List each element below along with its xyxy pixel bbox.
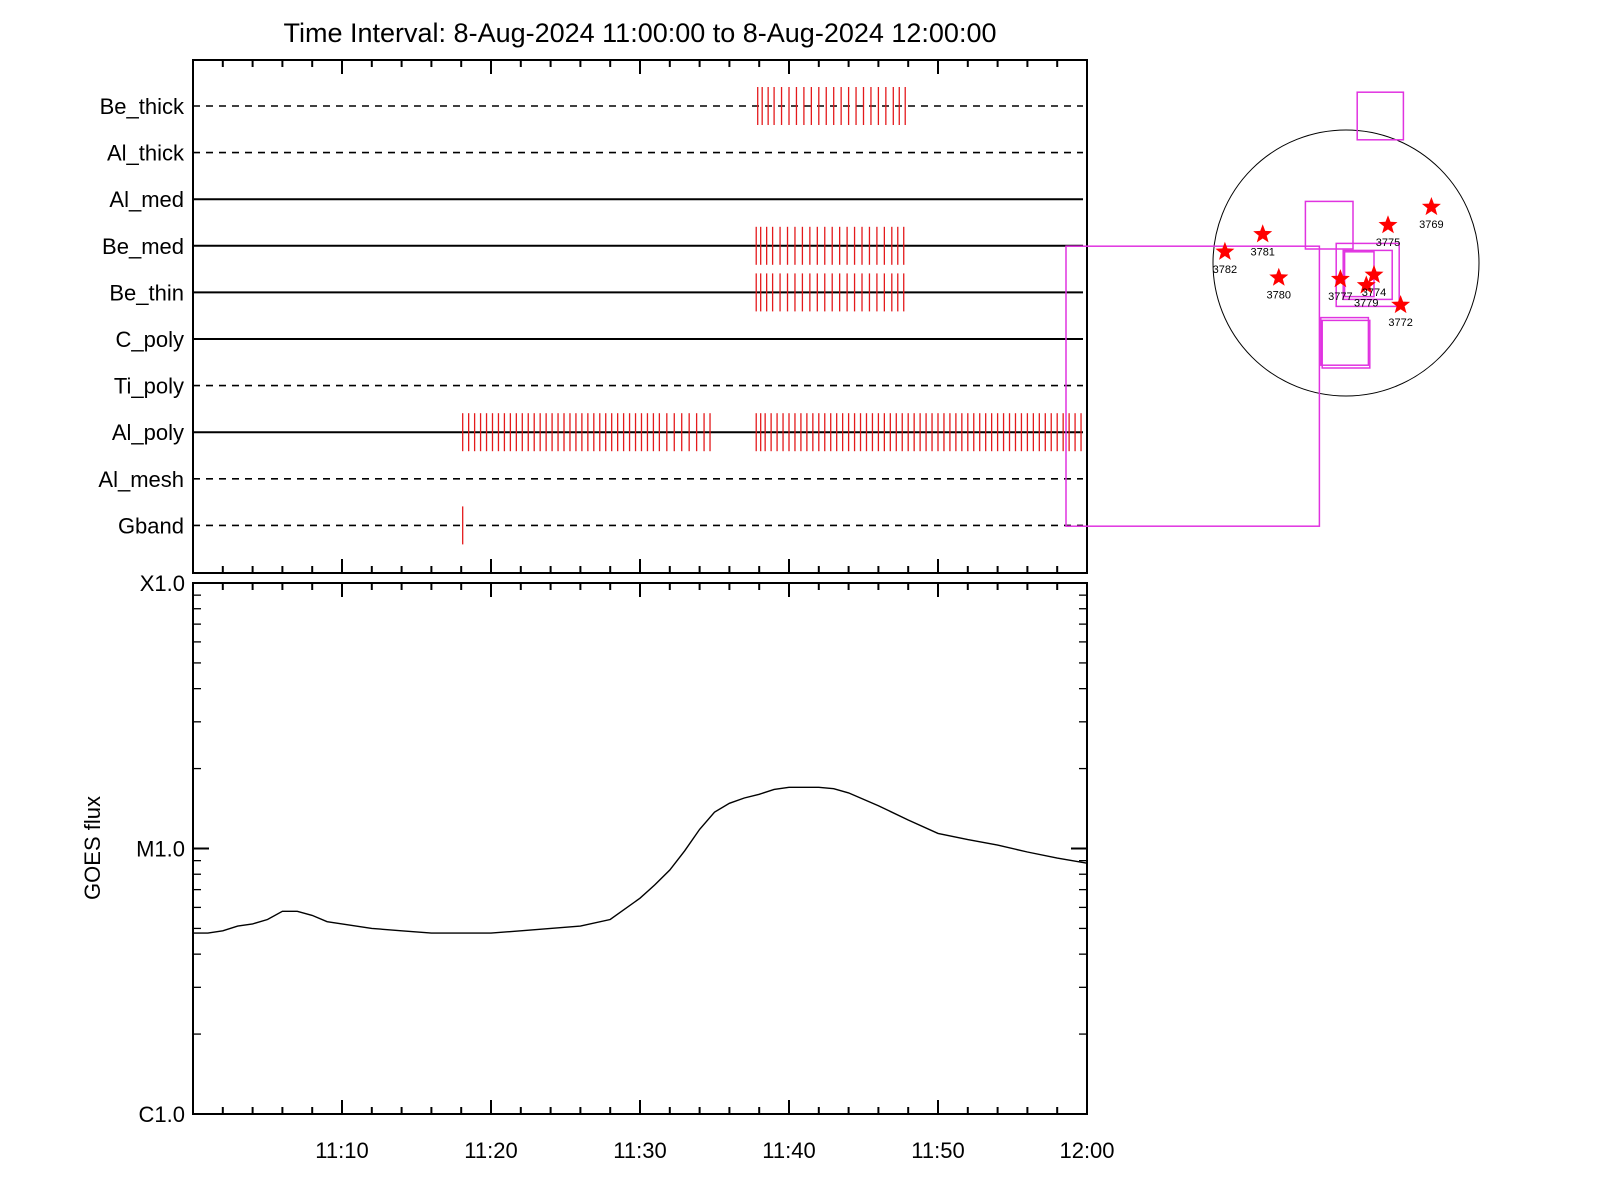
active-region-label: 3781: [1250, 246, 1274, 258]
row-label: Be_thick: [100, 94, 185, 119]
goes-frame: [192, 582, 1088, 1115]
active-region-star: [1215, 241, 1235, 260]
fov-region: [1304, 200, 1354, 250]
x-tick-label: 11:10: [315, 1138, 368, 1163]
active-region-label: 3782: [1213, 264, 1237, 276]
y-axis-label: GOES flux: [80, 796, 105, 900]
row-label: Be_thin: [109, 280, 184, 305]
row-label: Al_poly: [112, 420, 184, 445]
fov-region: [1320, 316, 1370, 366]
active-region-label: 3780: [1267, 290, 1291, 302]
active-region-label: 3775: [1376, 237, 1400, 249]
active-region-label: 3769: [1419, 219, 1443, 231]
fov-region: [1342, 249, 1393, 301]
goes-flux-line: [193, 786, 1088, 934]
active-region-label: 3777: [1328, 291, 1352, 303]
active-region-star: [1330, 269, 1350, 288]
fov-region: [1065, 245, 1321, 527]
y-tick-label: X1.0: [140, 571, 185, 596]
fov-region: [1321, 319, 1371, 369]
filter-timeline-panel: Be_thick Al_thick Al_med Be_med Be_thin C_pol…: [98, 59, 1088, 574]
goes-flux-panel: C1.0 M1.0 X1.0 11:10 11:20 11:30 11:40 11:50 12:…: [80, 571, 1115, 1163]
active-region-star: [1391, 295, 1411, 314]
active-region-label: 3772: [1388, 317, 1412, 329]
y-tick-label: C1.0: [139, 1102, 185, 1127]
row-label: Be_med: [102, 234, 184, 259]
x-tick-label: 11:50: [911, 1138, 964, 1163]
fov-region: [1335, 242, 1400, 308]
x-tick-label: 11:30: [613, 1138, 666, 1163]
timeline-frame: [192, 59, 1088, 574]
row-label: Ti_poly: [114, 374, 184, 399]
y-tick-label: M1.0: [136, 837, 185, 862]
active-region-star: [1378, 215, 1398, 234]
active-region-star: [1364, 264, 1384, 283]
active-region-star: [1269, 267, 1289, 286]
active-region-label: 3774: [1362, 287, 1386, 299]
x-tick-label: 12:00: [1059, 1138, 1114, 1163]
fov-region: [1356, 91, 1405, 141]
chart-title: Time Interval: 8-Aug-2024 11:00:00 to 8-…: [284, 18, 997, 48]
row-label: Al_med: [109, 187, 184, 212]
active-region-star: [1253, 224, 1273, 243]
active-region-label: 3779: [1354, 297, 1378, 309]
active-region-star: [1421, 197, 1441, 216]
row-label: Gband: [118, 513, 184, 538]
x-tick-label: 11:40: [762, 1138, 815, 1163]
row-label: Al_mesh: [98, 467, 184, 492]
row-label: C_poly: [116, 327, 184, 352]
solar-limb: [1212, 129, 1480, 397]
row-label: Al_thick: [107, 141, 185, 166]
active-region-star: [1356, 275, 1376, 294]
x-tick-label: 11:20: [464, 1138, 517, 1163]
